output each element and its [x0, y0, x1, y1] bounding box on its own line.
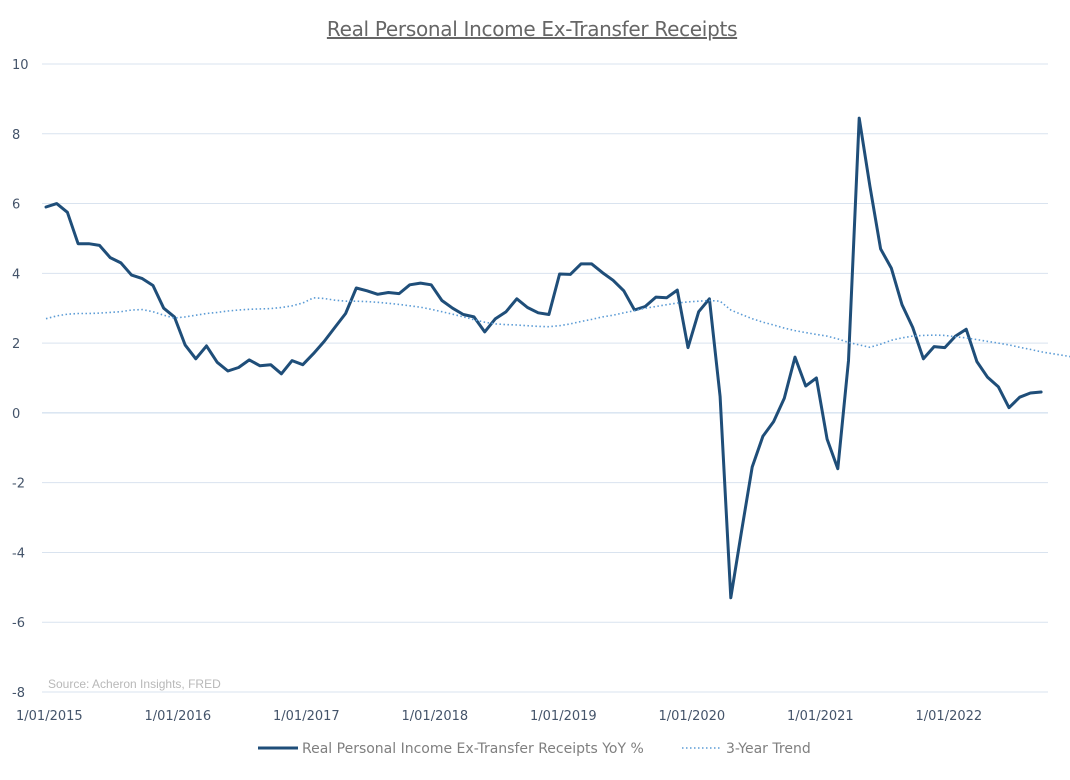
x-tick-label-2: 1/01/2017	[273, 709, 340, 724]
series-line-yoy	[44, 116, 1043, 600]
x-tick-label-3: 1/01/2018	[402, 709, 469, 724]
y-tick-label-9: -8	[12, 686, 25, 701]
x-tick-label-7: 1/01/2022	[916, 709, 983, 724]
chart-title: Real Personal Income Ex-Transfer Receipt…	[327, 17, 737, 41]
grid-lines	[42, 63, 1048, 693]
x-tick-label-5: 1/01/2020	[659, 709, 726, 724]
legend-label-main: Real Personal Income Ex-Transfer Receipt…	[302, 741, 644, 757]
x-tick-label-1: 1/01/2016	[145, 709, 212, 724]
y-tick-label-4: 2	[12, 337, 20, 352]
x-tick-label-4: 1/01/2019	[530, 709, 597, 724]
y-tick-label-2: 6	[12, 198, 20, 213]
y-tick-label-3: 4	[12, 267, 20, 282]
x-axis-ticks: 1/01/2015 1/01/2016 1/01/2017 1/01/2018 1/01…	[16, 709, 982, 724]
y-tick-label-7: -4	[12, 546, 25, 561]
legend: Real Personal Income Ex-Transfer Receipt…	[258, 741, 811, 757]
legend-label-trend: 3-Year Trend	[726, 741, 811, 757]
y-tick-label-6: -2	[12, 477, 25, 492]
y-axis-ticks: 10 8 6 4 2 0 -2 -4 -6 -8	[12, 58, 29, 701]
y-tick-label-5: 0	[12, 407, 20, 422]
series-lines	[44, 116, 1070, 600]
y-tick-label-8: -6	[12, 616, 25, 631]
y-tick-label-0: 10	[12, 58, 29, 73]
y-tick-label-1: 8	[12, 128, 20, 143]
x-tick-label-0: 1/01/2015	[16, 709, 83, 724]
x-tick-label-6: 1/01/2021	[787, 709, 854, 724]
source-note: Source: Acheron Insights, FRED	[48, 677, 221, 691]
